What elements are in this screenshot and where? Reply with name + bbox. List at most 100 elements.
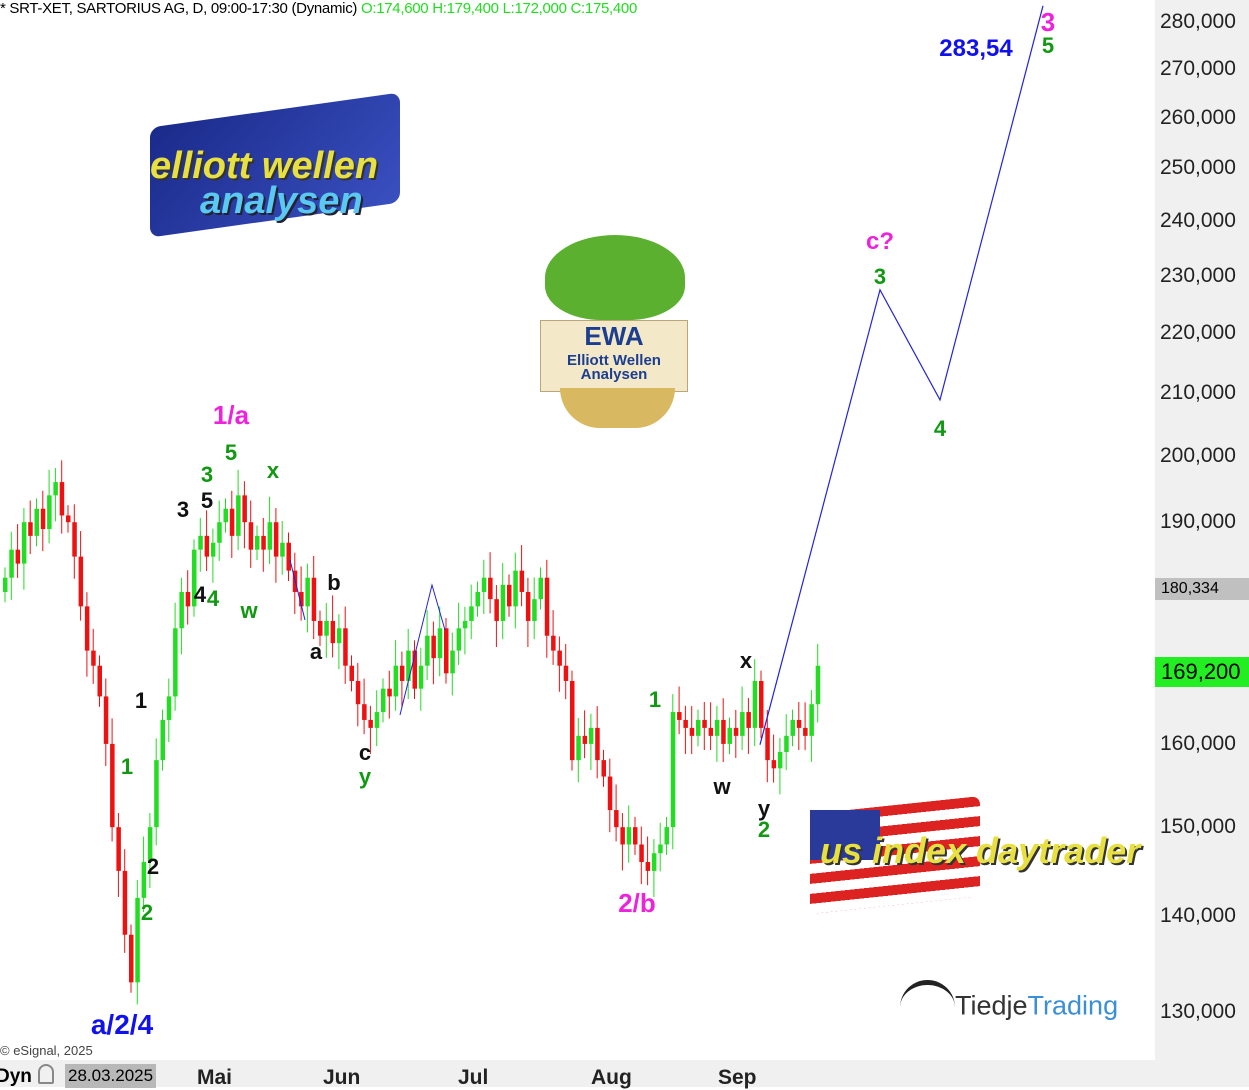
tiedje-logo: TiedjeTrading xyxy=(900,980,1118,1035)
candle xyxy=(803,727,808,736)
price-axis[interactable]: 280,000 270,000 260,000 250,000 240,000 230,0… xyxy=(1155,0,1249,1087)
candle xyxy=(488,577,493,600)
candle xyxy=(620,827,625,845)
candle xyxy=(66,515,71,523)
dynamic-mode[interactable]: Dyn xyxy=(0,1066,32,1087)
candle xyxy=(267,522,273,550)
candle xyxy=(696,719,701,736)
candle xyxy=(727,727,732,744)
candle xyxy=(418,665,424,689)
wave-label: x xyxy=(740,648,753,673)
candle xyxy=(173,628,178,697)
candle xyxy=(626,827,632,845)
candle xyxy=(147,827,153,863)
candle xyxy=(425,635,430,666)
candle xyxy=(740,712,745,736)
wave-label: 2 xyxy=(147,854,159,879)
tiedje-text: Tiedje xyxy=(955,990,1028,1021)
candle xyxy=(563,665,569,681)
candle xyxy=(53,482,58,496)
candle xyxy=(721,719,726,744)
candle xyxy=(525,591,531,621)
wave-label: 4 xyxy=(194,582,207,607)
candle xyxy=(349,665,354,681)
wave-label: 1 xyxy=(121,754,133,779)
lock-icon[interactable] xyxy=(38,1064,54,1084)
wave-label: 1 xyxy=(135,688,147,713)
price-tick: 210,000 xyxy=(1160,381,1236,405)
candle xyxy=(551,635,556,651)
wave-label: 3 xyxy=(177,497,189,522)
candle xyxy=(784,735,789,752)
wave-line xyxy=(399,583,446,716)
crocodile-body xyxy=(560,388,675,428)
price-tick: 190,000 xyxy=(1160,510,1236,534)
candle xyxy=(614,810,619,828)
candle xyxy=(412,650,417,689)
candle xyxy=(248,522,254,550)
trading-text: Trading xyxy=(1027,990,1119,1021)
candle xyxy=(198,535,203,550)
candle xyxy=(305,577,310,607)
candle xyxy=(790,719,795,736)
wave-label: x xyxy=(267,458,280,483)
candle xyxy=(3,577,8,592)
price-chart[interactable]: 1/a53 x3 54 4 wbacy1122a/2/42/b1xwy2c?34283,… xyxy=(0,0,1155,1060)
crocodile-mascot-icon xyxy=(545,235,685,320)
candle xyxy=(381,688,386,713)
wave-label: 1 xyxy=(649,687,661,712)
candle xyxy=(273,522,279,557)
candle xyxy=(595,727,600,761)
candle xyxy=(431,635,436,659)
candle xyxy=(217,522,222,543)
wave-label: a/2/4 xyxy=(91,1009,154,1040)
candle xyxy=(97,665,102,697)
candle xyxy=(135,897,140,983)
candle xyxy=(469,606,474,621)
candle xyxy=(15,549,21,564)
candle xyxy=(280,542,285,557)
candle xyxy=(110,743,115,828)
candle xyxy=(532,599,537,621)
candle xyxy=(185,591,191,607)
candle xyxy=(670,712,676,828)
candle xyxy=(777,751,783,769)
month-tick: Aug xyxy=(591,1066,632,1089)
candle xyxy=(34,508,39,536)
candle xyxy=(229,508,235,536)
us-flag-canton xyxy=(810,810,880,860)
wave-label: 5 xyxy=(1042,33,1054,58)
candle xyxy=(557,650,562,666)
candle xyxy=(330,620,336,644)
start-date: 28.03.2025 xyxy=(65,1064,157,1088)
candle xyxy=(708,727,714,736)
candle xyxy=(223,508,228,523)
candle xyxy=(40,508,46,530)
candle xyxy=(601,760,606,777)
us-logo-text: us index daytrader xyxy=(820,830,1141,871)
candle xyxy=(28,522,33,536)
candle xyxy=(500,584,506,621)
candle xyxy=(544,577,550,636)
candle xyxy=(160,719,165,761)
candle xyxy=(343,628,348,666)
time-axis[interactable]: Dyn 28.03.2025 xyxy=(0,1060,1155,1088)
candle xyxy=(362,704,367,720)
candle xyxy=(299,591,304,607)
candle xyxy=(103,696,109,744)
chart-header: * SRT-XET, SARTORIUS AG, D, 09:00-17:30 … xyxy=(0,0,637,17)
candle xyxy=(765,727,770,761)
candle xyxy=(570,680,575,761)
candle xyxy=(588,727,594,744)
candle xyxy=(677,712,682,720)
candle xyxy=(683,719,688,728)
copyright: © eSignal, 2025 xyxy=(0,1043,93,1058)
wave-label: w xyxy=(712,774,731,799)
candle xyxy=(752,680,758,728)
candle xyxy=(444,628,449,674)
candle xyxy=(204,535,210,557)
candle xyxy=(192,549,197,607)
candle xyxy=(582,735,588,744)
candle xyxy=(759,680,764,728)
price-tick: 270,000 xyxy=(1160,56,1236,80)
